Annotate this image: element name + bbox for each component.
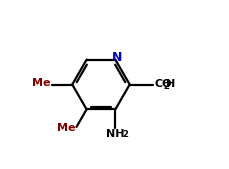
Text: H: H — [166, 79, 175, 89]
Text: CO: CO — [154, 79, 172, 89]
Text: Me: Me — [57, 123, 75, 133]
Text: 2: 2 — [164, 82, 169, 91]
Text: N: N — [112, 51, 123, 64]
Text: Me: Me — [32, 78, 51, 88]
Text: NH: NH — [106, 129, 125, 139]
Text: 2: 2 — [123, 130, 128, 139]
